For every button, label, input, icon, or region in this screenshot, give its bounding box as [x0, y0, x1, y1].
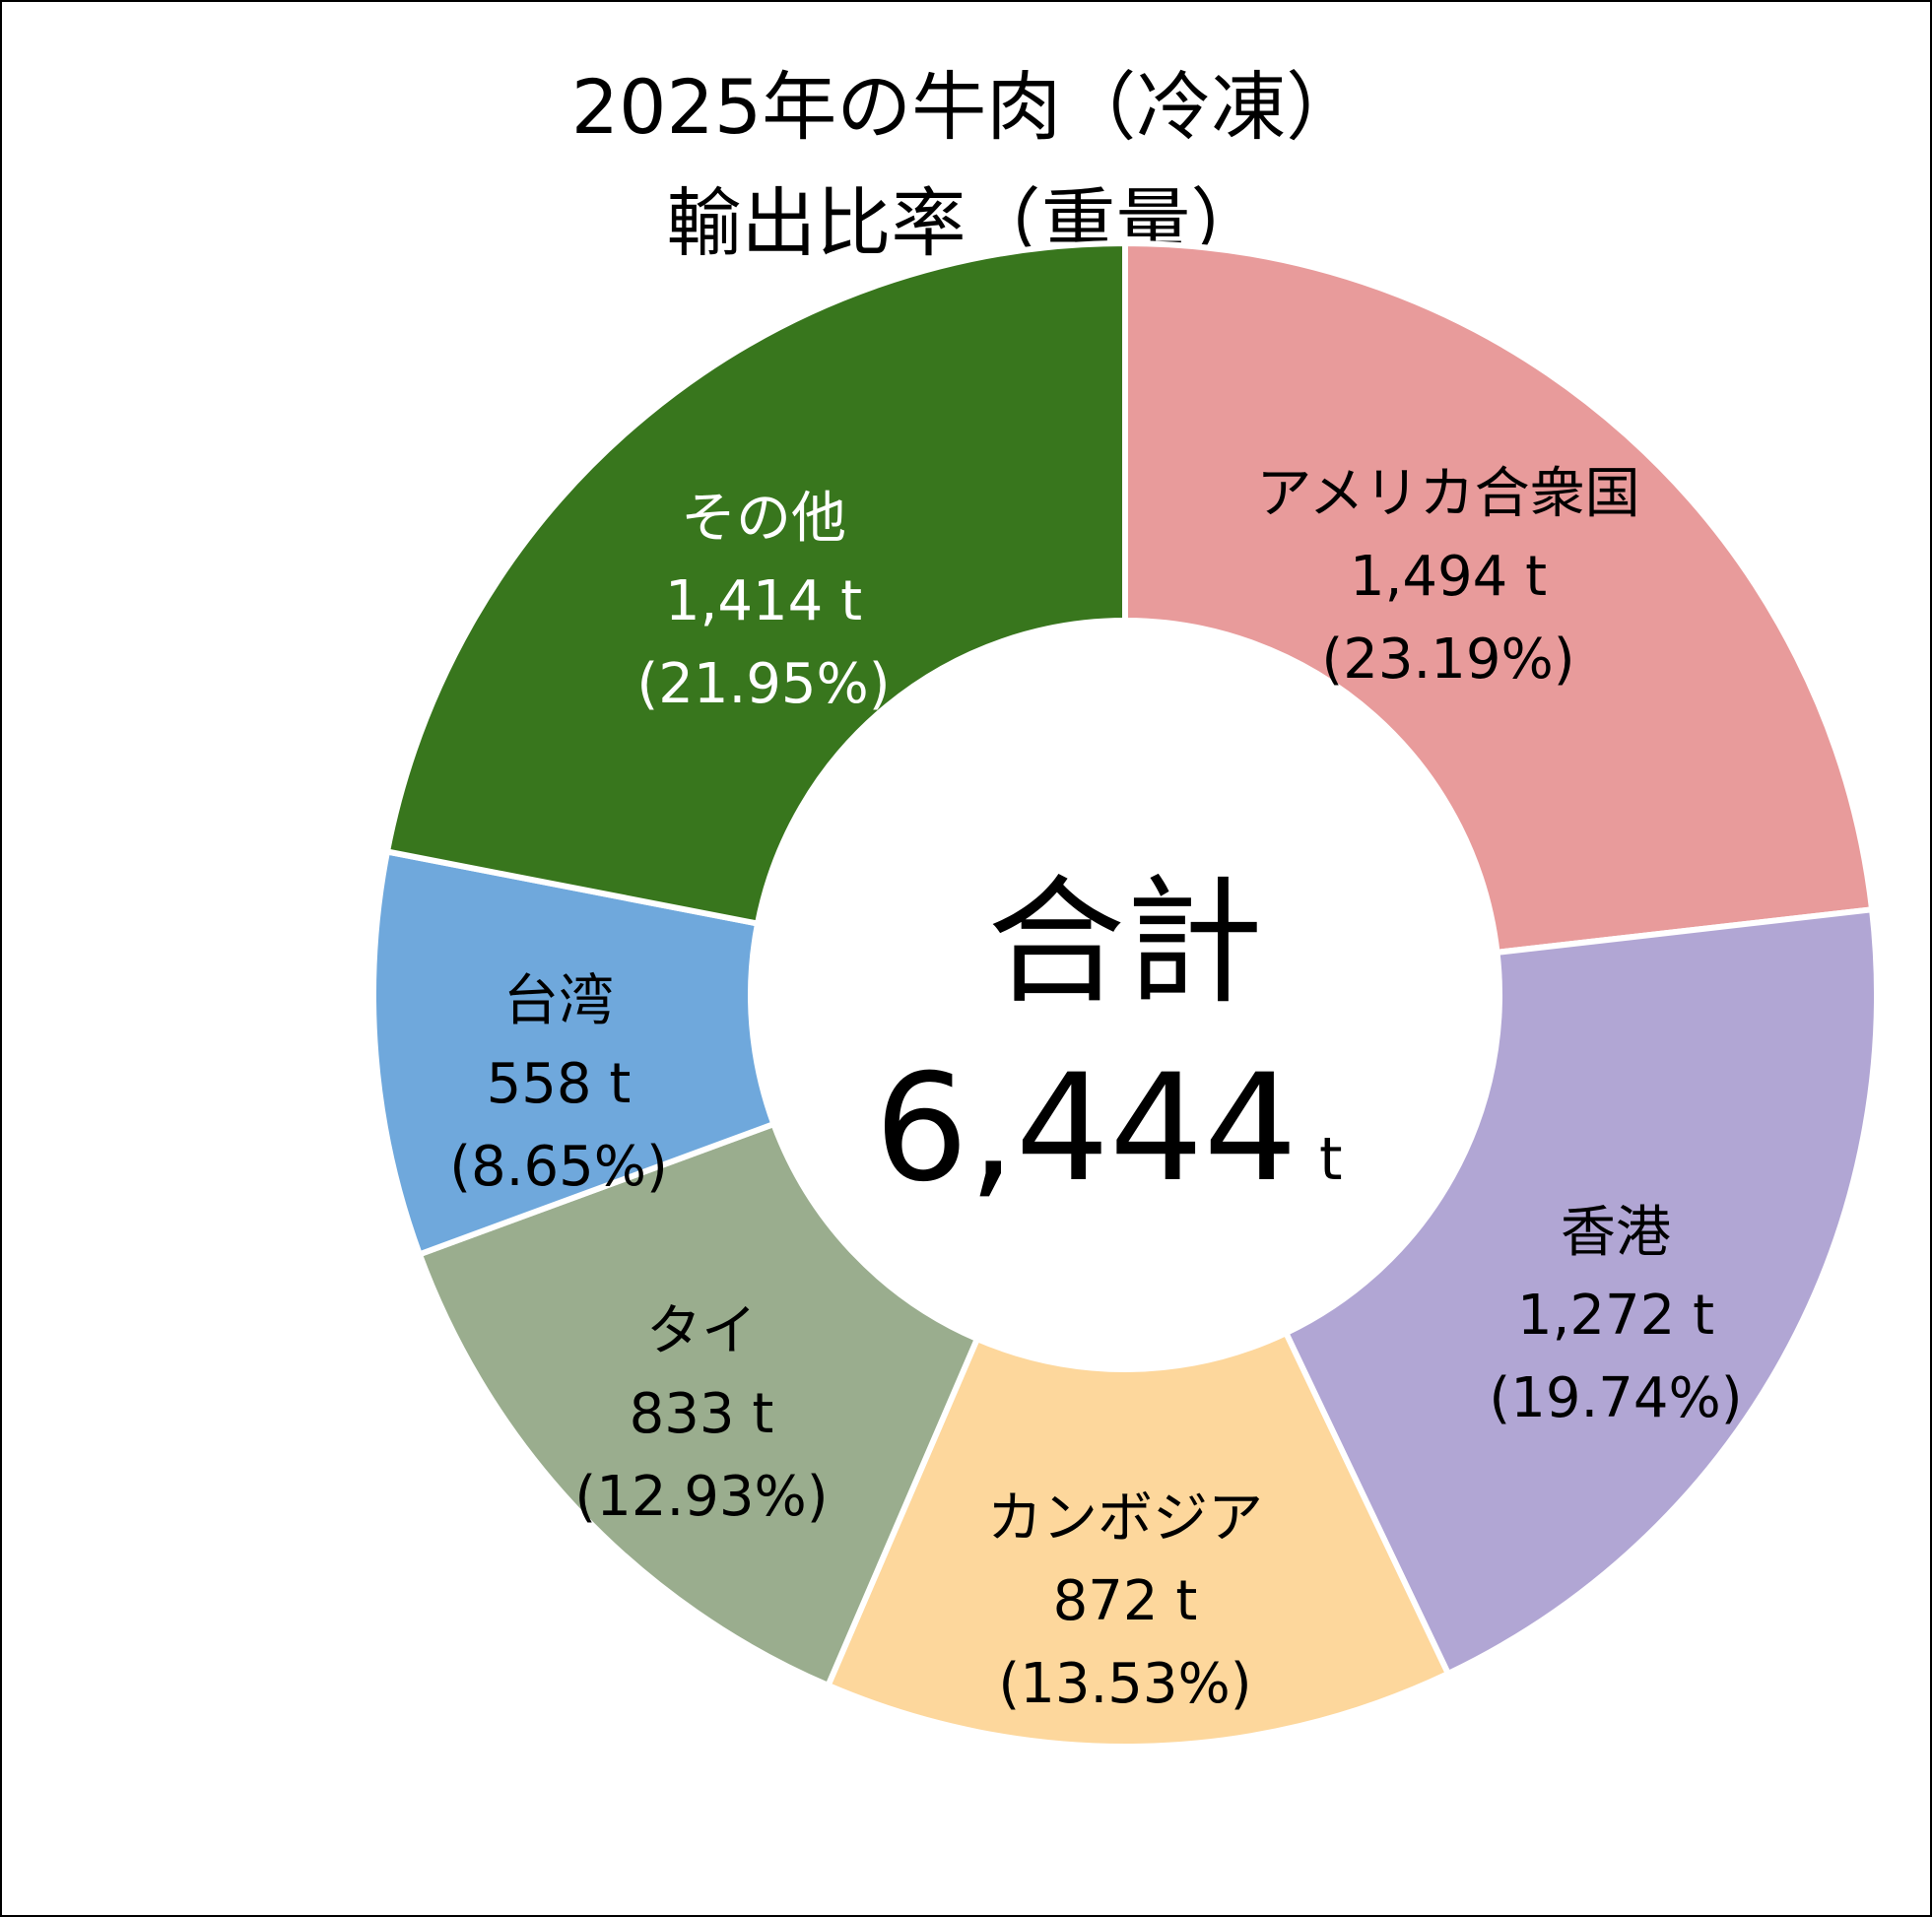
center-total-number: 6,444: [875, 1043, 1298, 1215]
slice-label-5: 台湾 558 t (8.65%): [449, 969, 668, 1199]
slice-label-name: タイ: [646, 1299, 757, 1363]
slice-label-name: アメリカ合衆国: [1256, 462, 1639, 526]
slice-label-percent: (21.95%): [636, 652, 890, 716]
slice-label-percent: (23.19%): [1321, 628, 1574, 692]
slice-6: [383, 239, 1128, 928]
slice-label-value: 833 t: [630, 1382, 774, 1446]
slice-label-percent: (19.74%): [1489, 1366, 1742, 1430]
slice-3: [824, 1329, 1452, 1750]
slice-label-value: 872 t: [1053, 1569, 1198, 1633]
slice-label-3: カンボジア 872 t (13.53%): [987, 1487, 1263, 1716]
slice-label-percent: (13.53%): [998, 1652, 1251, 1716]
center-total-value: 6,444 t: [875, 1043, 1343, 1215]
slice-label-name: その他: [681, 487, 846, 551]
slice-label-2: 香港 1,272 t (19.74%): [1489, 1201, 1742, 1430]
slice-label-value: 558 t: [487, 1052, 632, 1116]
center-total-unit: t: [1319, 1125, 1343, 1194]
slice-label-1: アメリカ合衆国 1,494 t (23.19%): [1256, 462, 1639, 692]
donut-slices: [370, 239, 1880, 1750]
slice-label-percent: (8.65%): [449, 1135, 668, 1199]
slice-label-name: 香港: [1561, 1201, 1671, 1265]
slice-label-value: 1,272 t: [1517, 1284, 1714, 1348]
center-total-label: 合計: [987, 863, 1263, 1024]
chart-title-line-1: 2025年の牛肉（冷凍）: [570, 63, 1362, 151]
slice-label-6: その他 1,414 t (21.95%): [636, 487, 890, 716]
center-total: 合計 6,444 t: [875, 863, 1343, 1215]
slice-label-percent: (12.93%): [574, 1465, 828, 1529]
slice-2: [1282, 905, 1880, 1678]
slice-5: [370, 847, 778, 1259]
slice-4: [416, 1120, 981, 1689]
slice-1: [1122, 239, 1876, 957]
slice-label-name: カンボジア: [987, 1487, 1263, 1551]
slice-label-value: 1,414 t: [665, 569, 862, 633]
slice-labels: アメリカ合衆国 1,494 t (23.19%) 香港 1,272 t (19.74%) カ…: [449, 462, 1742, 1716]
slice-label-4: タイ 833 t (12.93%): [574, 1299, 828, 1529]
slice-label-value: 1,494 t: [1350, 545, 1547, 609]
slice-label-name: 台湾: [503, 969, 614, 1033]
